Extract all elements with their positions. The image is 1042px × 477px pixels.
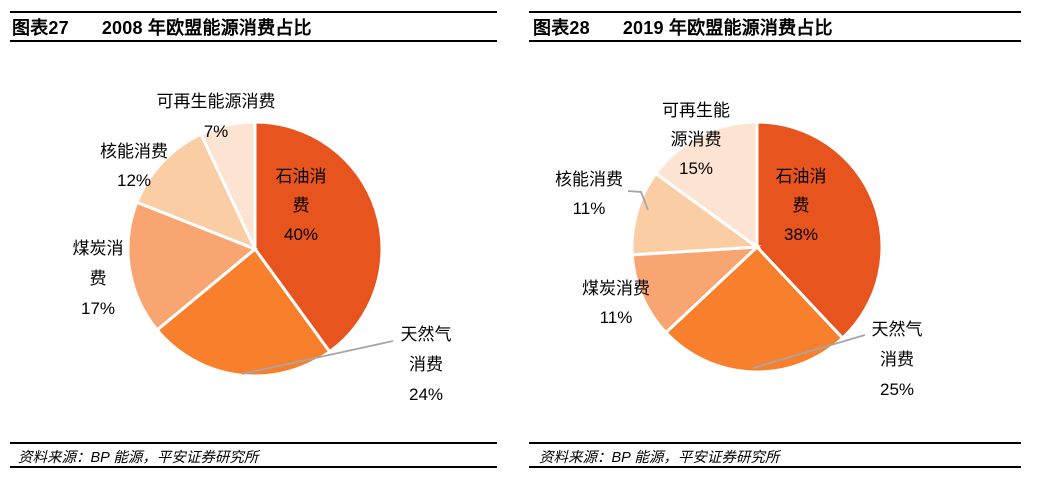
pie-slice-oil (253, 120, 384, 354)
source-note: 资料来源：BP 能源，平安证券研究所 (18, 450, 259, 466)
pie-slice-nuclear (134, 132, 258, 252)
pie-slice-oil (755, 120, 884, 341)
pie-slice-gas (155, 246, 332, 378)
nuclear-leader-line (627, 190, 649, 211)
pie-label-coal: 煤炭消费 11% (582, 279, 650, 327)
gas-leader-line (241, 340, 394, 375)
pie-label-nuclear: 核能消费 11% (555, 170, 623, 218)
pie-slice-coal (126, 200, 258, 333)
pie-slice-gas (663, 244, 845, 374)
footer-rule-bottom (529, 466, 1021, 468)
pie-label-gas: 天然气 消费 25% (871, 320, 923, 399)
footer-rule-top (529, 442, 1021, 444)
footer-rule-top (10, 442, 497, 444)
title-underline (10, 40, 497, 42)
figure-number: 图表28 (533, 18, 590, 38)
pie-label-oil: 石油消费 38% (775, 167, 827, 244)
pie-label-renewable: 可再生能源消费 7% (156, 92, 276, 141)
gas-leader-line (752, 334, 866, 369)
pie-slice-coal (630, 245, 762, 335)
footer-rule-bottom (10, 466, 497, 468)
pie-label-nuclear: 核能消费 12% (100, 142, 168, 190)
pie-label-oil: 石油消费 40% (275, 167, 327, 244)
pie-slices (630, 120, 884, 374)
pie-slice-nuclear (630, 171, 762, 257)
header-rule (529, 11, 1021, 13)
pie-label-renewable: 可再生能 源消费 15% (662, 101, 730, 178)
figure-number: 图表27 (12, 18, 69, 38)
figure-title: 2008 年欧盟能源消费占比 (101, 18, 312, 38)
pie-slices (126, 120, 384, 378)
pie-label-gas: 天然气 消费 24% (400, 325, 452, 404)
pie-slice-renewable (198, 120, 257, 250)
figure-title-row: 图表27 2008 年欧盟能源消费占比 (12, 14, 312, 40)
title-underline (529, 40, 1021, 42)
header-rule (10, 11, 497, 13)
source-note: 资料来源：BP 能源，平安证券研究所 (539, 450, 780, 466)
pie-chart-2019 (627, 120, 884, 374)
figure-title-row: 图表28 2019 年欧盟能源消费占比 (533, 14, 833, 40)
pie-chart-2008 (126, 120, 394, 378)
pie-label-coal: 煤炭消费 17% (72, 239, 124, 318)
figure-title: 2019 年欧盟能源消费占比 (622, 18, 833, 38)
pie-slice-renewable (653, 120, 759, 250)
